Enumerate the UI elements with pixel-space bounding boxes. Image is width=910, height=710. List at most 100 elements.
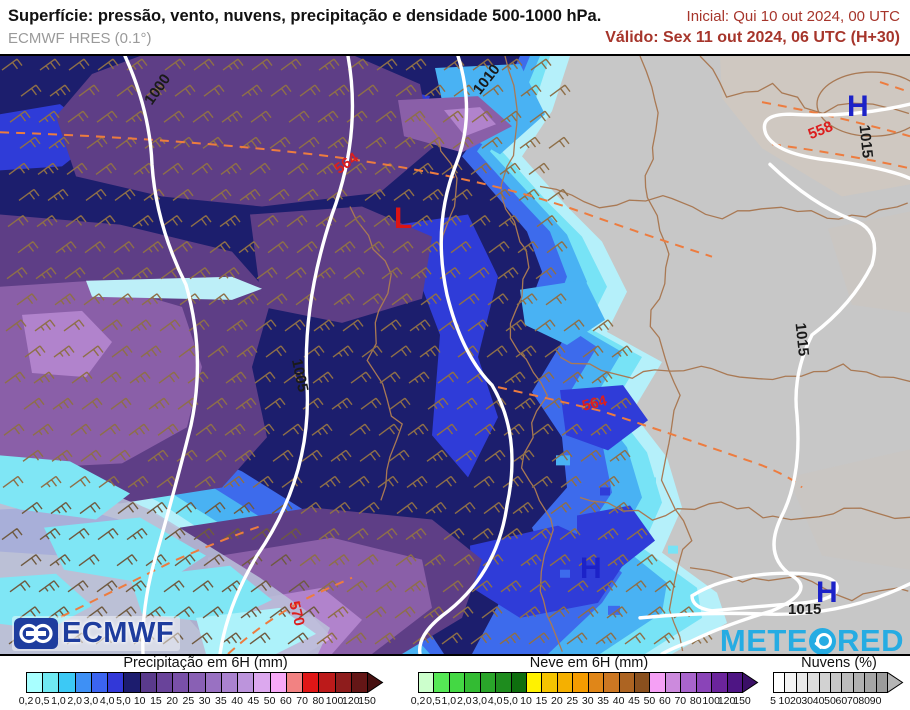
init-time-label: Inicial: Qui 10 out 2024, 00 UTC [686,8,900,25]
legend-color-box [350,672,369,693]
legend-color-box [42,672,60,693]
legend-color-box [711,672,728,693]
legend-color-box [587,672,605,693]
legend-tick-label: 80 [689,695,702,707]
legend-clouds-title: Nuvens (%) [801,655,877,671]
legend-color-box [269,672,287,693]
legend-tick-label: 5,0 [503,695,518,707]
legend-tick-label: 60 [835,695,848,707]
legend-precip-scale: 0,2 0,5 1,0 2,0 3,0 4,0 5,0 10 15 20 25 30 35 40 45 50 6… [19,672,385,707]
legend-tick-label: 45 [628,695,640,707]
legend-color-box [541,672,558,693]
legend-clouds: Nuvens (%) 5 10 20 30 40 50 60 70 80 90 [770,655,905,710]
legend-tick-label: 70 [674,695,687,707]
wind-barbs-layer [1,58,713,645]
pressure-label: 1015 [791,322,812,357]
map-header: Superfície: pressão, vento, nuvens, prec… [0,0,910,56]
legend-tick-label: 20 [789,695,802,707]
isobars [123,56,910,654]
legend-color-box [123,672,141,693]
high-label: H [580,552,602,585]
legend-color-box [680,672,697,693]
legend-color-box [188,672,206,693]
legend-precip-title: Precipitação em 6H (mm) [123,655,288,671]
legend-color-box [526,672,543,693]
legend-tick-label: 0,5 [426,695,441,707]
legend-color-box [58,672,76,693]
legend-tick-label: 3,0 [83,695,99,707]
legend-color-box [90,672,109,693]
legend-color-box [479,672,497,693]
legend-clouds-scale: 5 10 20 30 40 50 60 70 80 90 [770,672,905,707]
legend-tick-label: 10 [133,695,146,707]
legend-tick-label: 40 [231,695,243,707]
legend-tick-label: 4,0 [99,695,115,707]
legend-color-box [285,672,304,693]
legend-color-box [237,672,255,693]
legend-tick-label: 20 [551,695,563,707]
legend-tick-label: 10 [778,695,791,707]
pressure-label: 1015 [855,124,876,159]
legend-tick-label: 50 [263,695,276,707]
legend-tick-label: 35 [215,695,227,707]
legend-tick-label: 0,2 [18,695,34,707]
legend-tick-label: 30 [801,695,814,707]
legend-tick-label: 25 [566,695,579,707]
legend-tick-label: 30 [198,695,211,707]
legend-arrow [367,672,384,693]
legend-tick-label: 5,0 [116,695,131,707]
ecmwf-logo: ECMWF [12,616,181,651]
legend-tick-label: 40 [612,695,625,707]
legend-color-box [495,672,512,693]
legend-precip: Precipitação em 6H (mm) 0,2 0,5 1,0 2,0 3,0 4,… [19,655,385,710]
legend-color-box [418,672,435,693]
legend-color-box [448,672,466,693]
legend-color-box [155,672,174,693]
ecmwf-icon [14,618,58,649]
legend-tick-label: 60 [279,695,292,707]
legend-color-box [74,672,92,693]
legend-tick-label: 2,0 [67,695,83,707]
legend-color-box [603,672,620,693]
legend-tick-label: 25 [182,695,195,707]
legend-tick-label: 70 [296,695,308,707]
pressure-label: 1015 [788,601,822,618]
meteored-wordmark-right: RED [837,623,904,656]
legend-color-box [726,672,744,693]
model-label: ECMWF HRES (0.1°) [8,30,152,47]
legend-arrow [887,672,904,693]
legend-color-box [107,672,125,693]
legend-tick-label: 1,0 [51,695,66,707]
meteored-wordmark-left: METE [719,623,809,656]
legend-tick-label: 100 [325,695,344,707]
legend-color-box [26,672,44,693]
low-label: L [394,202,413,235]
legend-color-box [220,672,239,693]
legend-tick-label: 60 [659,695,671,707]
legend-tick-label: 4,0 [487,695,503,707]
legend-bar: Precipitação em 6H (mm) 0,2 0,5 1,0 2,0 3,0 4,… [0,655,910,710]
legend-tick-label: 3,0 [472,695,488,707]
legend-color-box [172,672,190,693]
legend-tick-label: 120 [342,695,360,707]
legend-color-box [634,672,651,693]
legend-color-box [139,672,157,693]
legend-color-box [510,672,527,693]
legend-snow: Neve em 6H (mm) 0,2 0,5 1,0 2,0 3,0 4,0 5,0 10 15… [411,655,760,710]
legend-tick-label: 15 [535,695,548,707]
legend-color-box [433,672,450,693]
legend-color-box [695,672,713,693]
map-canvas[interactable]: 1000 1010 564 L 558 H 1015 1005 1015 564 570 H H 1015… [0,56,910,656]
legend-tick-label: 5 [770,695,776,707]
legend-color-box [334,672,352,693]
legend-tick-label: 50 [643,695,656,707]
legend-tick-label: 100 [702,695,720,707]
meteored-logo[interactable]: METE RED [719,623,904,656]
precipitation-field [0,56,910,654]
legend-tick-label: 40 [812,695,825,707]
legend-tick-label: 90 [869,695,882,707]
thickness-contours [0,81,910,654]
legend-tick-label: 80 [858,695,871,707]
legend-tick-label: 70 [846,695,859,707]
ecmwf-wordmark: ECMWF [62,617,175,649]
